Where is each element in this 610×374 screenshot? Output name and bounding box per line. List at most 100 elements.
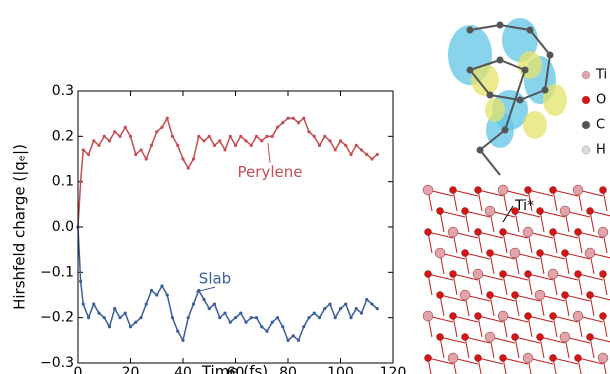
- point: [187, 166, 190, 169]
- o-atom: [437, 334, 444, 341]
- annotation-arrow: [268, 143, 270, 162]
- structure-illustration: [423, 18, 610, 374]
- orbital-lobe: [523, 111, 547, 139]
- point: [176, 330, 179, 333]
- ti-atom: [598, 353, 608, 363]
- point: [344, 144, 347, 147]
- point: [139, 148, 142, 151]
- bond: [453, 316, 478, 322]
- point: [292, 117, 295, 120]
- bond: [553, 232, 578, 238]
- y-tick-label: 0.3: [52, 83, 74, 99]
- o-atom: [525, 271, 532, 278]
- point: [108, 325, 111, 328]
- point: [229, 135, 232, 138]
- point: [171, 316, 174, 319]
- point: [166, 117, 169, 120]
- point: [281, 325, 284, 328]
- o-atom: [550, 229, 557, 236]
- o-atom: [487, 292, 494, 299]
- x-tick-label: 40: [174, 365, 192, 374]
- point: [349, 153, 352, 156]
- point: [129, 325, 132, 328]
- o-atom: [425, 271, 432, 278]
- annotation: Perylene: [238, 163, 303, 181]
- point: [192, 302, 195, 305]
- point: [79, 180, 82, 183]
- point: [92, 139, 95, 142]
- bond: [515, 337, 540, 343]
- point: [197, 135, 200, 138]
- o-atom: [425, 355, 432, 362]
- o-atom: [487, 250, 494, 257]
- point: [129, 135, 132, 138]
- point: [218, 316, 221, 319]
- o-atom: [475, 313, 482, 320]
- o-atom: [437, 292, 444, 299]
- ti-atom: [560, 332, 570, 342]
- o-atom: [562, 250, 569, 257]
- c-atom: [477, 147, 484, 154]
- point: [313, 312, 316, 315]
- point: [103, 316, 106, 319]
- point: [97, 312, 100, 315]
- c-atom: [542, 87, 549, 94]
- point: [349, 316, 352, 319]
- x-tick-label: 0: [74, 365, 83, 374]
- ti-atom: [448, 227, 458, 237]
- ti-atom: [485, 206, 495, 216]
- c-atom: [502, 127, 509, 134]
- point: [260, 325, 263, 328]
- c-atom: [517, 97, 524, 104]
- bond: [428, 274, 453, 280]
- ti-atom: [573, 185, 583, 195]
- ti-atom: [523, 227, 533, 237]
- point: [145, 157, 148, 160]
- y-tick-label: −0.1: [40, 264, 74, 280]
- ti-atom: [573, 311, 583, 321]
- legend-atom: [582, 146, 590, 154]
- point: [328, 139, 331, 142]
- o-atom: [450, 187, 457, 194]
- bond: [553, 358, 578, 364]
- point: [234, 316, 237, 319]
- ti-atom: [435, 248, 445, 258]
- point: [134, 321, 137, 324]
- legend-label: C: [596, 118, 605, 133]
- ti-atom: [473, 269, 483, 279]
- point: [118, 135, 121, 138]
- o-atom: [587, 292, 594, 299]
- point: [355, 307, 358, 310]
- point: [218, 139, 221, 142]
- legend-atom: [582, 96, 590, 104]
- point: [250, 316, 253, 319]
- ti-atom: [548, 269, 558, 279]
- ti-atom: [460, 290, 470, 300]
- point: [328, 302, 331, 305]
- point: [103, 135, 106, 138]
- legend-label: H: [596, 143, 606, 158]
- point: [318, 144, 321, 147]
- point: [145, 302, 148, 305]
- point: [344, 302, 347, 305]
- point: [160, 126, 163, 129]
- ti-atom: [498, 311, 508, 321]
- point: [124, 126, 127, 129]
- point: [82, 148, 85, 151]
- bond: [540, 253, 565, 259]
- bond: [528, 190, 553, 196]
- o-atom: [500, 229, 507, 236]
- legend-label: O: [596, 93, 606, 108]
- o-atom: [462, 250, 469, 257]
- ti-atom: [485, 332, 495, 342]
- point: [339, 307, 342, 310]
- point: [323, 135, 326, 138]
- ti-star-label: Ti*: [514, 198, 534, 214]
- point: [286, 117, 289, 120]
- ti-atom: [560, 206, 570, 216]
- o-atom: [437, 208, 444, 215]
- bond: [480, 150, 500, 175]
- c-atom: [467, 67, 474, 74]
- point: [339, 139, 342, 142]
- y-tick-label: −0.2: [40, 310, 74, 326]
